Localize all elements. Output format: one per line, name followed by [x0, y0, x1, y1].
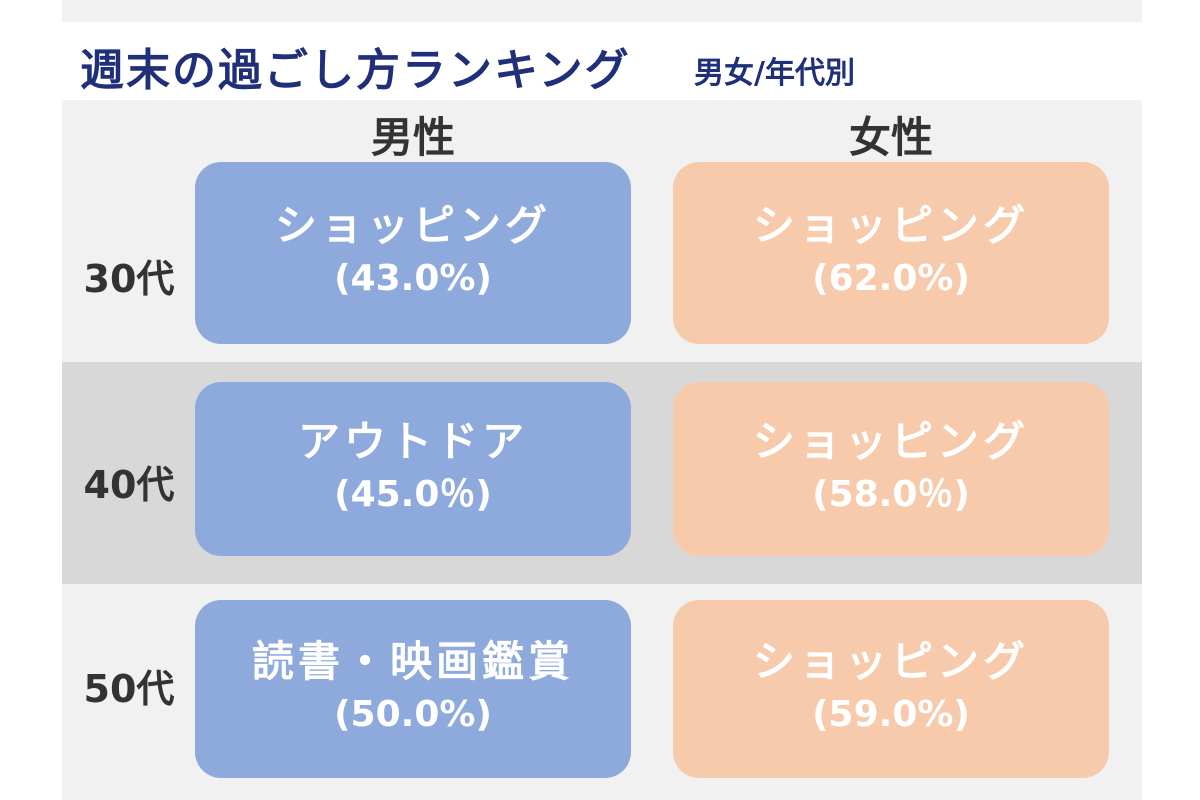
female-50s-share: (59.0%): [812, 694, 970, 736]
column-header-female: 女性: [848, 113, 933, 162]
row-label-50s: 50代: [83, 667, 175, 711]
chart-subtitle: 男女/年代別: [694, 56, 855, 91]
column-header-male: 男性: [370, 113, 455, 162]
male-40s-card: アウトドア (45.0％): [195, 382, 631, 556]
title-bar: 週末の過ごし方ランキング 男女/年代別: [62, 22, 1142, 100]
male-40s-activity: アウトドア: [297, 416, 528, 466]
female-40s-share: (58.0％): [812, 474, 970, 516]
chart-title: 週末の過ごし方ランキング: [80, 45, 631, 96]
male-30s-activity: ショッピング: [274, 200, 551, 250]
row-label-30s: 30代: [83, 257, 175, 301]
female-40s-card: ショッピング (58.0％): [673, 382, 1109, 556]
female-30s-activity: ショッピング: [752, 200, 1029, 250]
female-30s-share: (62.0%): [812, 258, 970, 300]
male-50s-card: 読書・映画鑑賞 (50.0%): [195, 600, 631, 778]
male-40s-share: (45.0％): [334, 474, 492, 516]
male-30s-share: (43.0%): [334, 258, 492, 300]
female-50s-card: ショッピング (59.0%): [673, 600, 1109, 778]
male-30s-card: ショッピング (43.0%): [195, 162, 631, 344]
female-50s-activity: ショッピング: [752, 636, 1029, 686]
male-50s-share: (50.0%): [334, 694, 492, 736]
male-50s-activity: 読書・映画鑑賞: [251, 636, 574, 686]
female-30s-card: ショッピング (62.0%): [673, 162, 1109, 344]
row-label-40s: 40代: [83, 463, 175, 507]
female-40s-activity: ショッピング: [752, 416, 1029, 466]
